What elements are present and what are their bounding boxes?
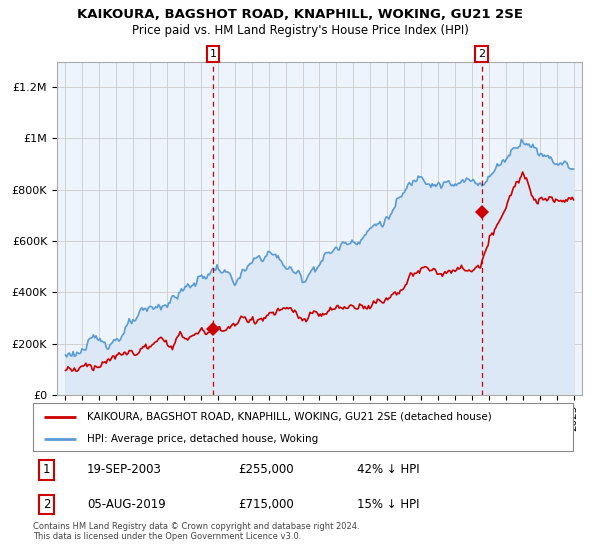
Text: £255,000: £255,000 xyxy=(238,464,294,477)
Text: HPI: Average price, detached house, Woking: HPI: Average price, detached house, Woki… xyxy=(87,434,318,444)
Text: Contains HM Land Registry data © Crown copyright and database right 2024.
This d: Contains HM Land Registry data © Crown c… xyxy=(33,522,359,542)
Text: 19-SEP-2003: 19-SEP-2003 xyxy=(87,464,162,477)
Text: £715,000: £715,000 xyxy=(238,498,294,511)
Text: 05-AUG-2019: 05-AUG-2019 xyxy=(87,498,166,511)
Text: KAIKOURA, BAGSHOT ROAD, KNAPHILL, WOKING, GU21 2SE (detached house): KAIKOURA, BAGSHOT ROAD, KNAPHILL, WOKING… xyxy=(87,412,492,422)
Text: 2: 2 xyxy=(478,49,485,59)
Text: 42% ↓ HPI: 42% ↓ HPI xyxy=(357,464,419,477)
Text: KAIKOURA, BAGSHOT ROAD, KNAPHILL, WOKING, GU21 2SE: KAIKOURA, BAGSHOT ROAD, KNAPHILL, WOKING… xyxy=(77,8,523,21)
Text: Price paid vs. HM Land Registry's House Price Index (HPI): Price paid vs. HM Land Registry's House … xyxy=(131,24,469,36)
Text: 1: 1 xyxy=(209,49,217,59)
Text: 15% ↓ HPI: 15% ↓ HPI xyxy=(357,498,419,511)
Text: 2: 2 xyxy=(43,498,50,511)
Text: 1: 1 xyxy=(43,464,50,477)
